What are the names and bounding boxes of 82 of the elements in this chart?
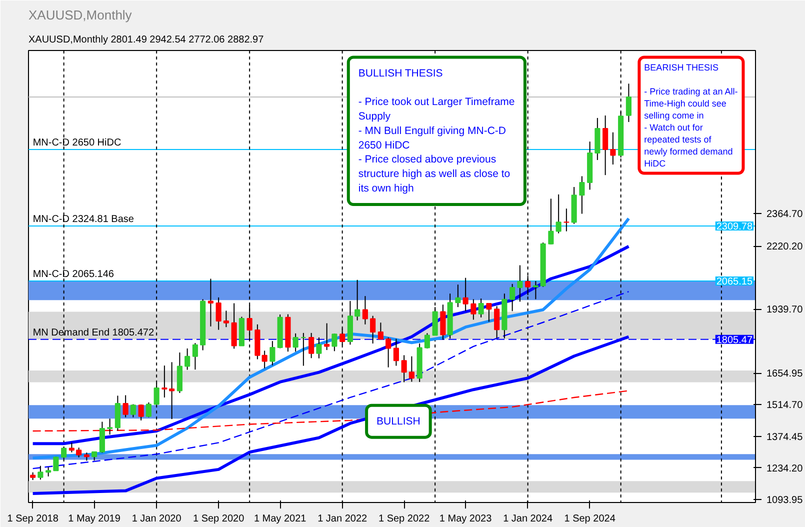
candlestick (162, 365, 168, 398)
annotation: MN-C-D 2065.146 (32, 268, 114, 280)
x-tick-label: 1 Sep 2024 (564, 514, 616, 524)
candlestick (579, 176, 585, 214)
line-series (32, 390, 630, 432)
candlestick (146, 402, 152, 418)
candlestick (564, 208, 570, 232)
candlestick (107, 418, 113, 436)
candlestick (393, 338, 399, 366)
candlestick (300, 332, 306, 366)
candlestick (316, 336, 322, 359)
candlestick (478, 298, 484, 318)
x-tick-label: 1 Sep 2022 (378, 514, 430, 524)
candlestick (53, 456, 59, 472)
text: BULLISH THESIS - Price took out Larger Timeframe Supply - MN Bull Engulf giving MN-C-D 2650 HiDC - Price closed above previous structure high as well as close to its own high (358, 67, 515, 194)
x-tick-label: 1 May 2021 (254, 514, 307, 524)
annotation: MN-C-D 2650 HiDC (32, 137, 122, 148)
candlestick (99, 421, 105, 454)
candlestick (455, 284, 461, 308)
candlestick (370, 315, 376, 344)
y-tick-label: 2364.70 (766, 209, 804, 220)
text: BEARISH THESIS - Price trading at an All- Time-High could see selling come in - Watch out for repeated tests of newly formed demand HiDC (644, 62, 738, 168)
candlestick (510, 283, 516, 312)
candlestick (424, 332, 430, 349)
candlestick (602, 114, 608, 176)
candlestick (292, 332, 298, 352)
x-tick-label: 1 Jan 2022 (318, 514, 368, 524)
line-series (31, 216, 630, 460)
candlestick (216, 296, 222, 330)
ref-line-label: 2065.15 (716, 276, 753, 288)
y-tick-label: 1374.45 (766, 432, 804, 443)
ref-line-label: 2309.78 (716, 221, 753, 232)
x-tick-label: 1 Jan 2020 (132, 514, 182, 524)
candlestick (138, 404, 144, 421)
annotation: MN-C-D 2324.81 Base (32, 214, 134, 225)
candlestick (270, 340, 276, 366)
candlestick (308, 332, 314, 359)
y-tick-label: 1093.95 (766, 494, 804, 506)
candlestick (386, 336, 392, 368)
y-tick-label: 1234.20 (766, 463, 804, 474)
candlestick (610, 132, 616, 166)
candlestick (38, 465, 44, 480)
y-tick-label: 1939.70 (766, 304, 804, 316)
candlestick (122, 394, 128, 418)
y-tick-label: 1654.95 (766, 368, 804, 380)
candlestick (324, 322, 330, 351)
candlestick (192, 342, 198, 370)
candlestick (440, 304, 446, 340)
x-tick-label: 1 May 2019 (68, 514, 121, 524)
candlestick (378, 322, 384, 340)
chart-subtitle: XAUUSD,Monthly 2801.49 2942.54 2772.06 2882.97 (28, 34, 264, 46)
candlestick (231, 302, 237, 350)
chart-title: XAUUSD,Monthly (28, 8, 132, 22)
candlestick (208, 278, 214, 327)
candlestick (408, 356, 414, 382)
x-tick-label: 1 Sep 2020 (192, 514, 245, 524)
candlestick (462, 277, 468, 312)
candlestick (130, 404, 136, 418)
candlestick (548, 198, 554, 245)
candlestick (332, 333, 338, 352)
annotation: BULLISH (376, 415, 420, 428)
x-tick-label: 1 May 2023 (439, 514, 492, 524)
x-tick-label: 1 Sep 2018 (7, 514, 59, 524)
candlestick (223, 310, 229, 328)
y-tick-label: 2220.20 (766, 242, 804, 253)
x-tick-label: 1 Jan 2024 (503, 514, 553, 524)
candlestick (486, 302, 492, 322)
candlestick (556, 194, 562, 234)
ref-line-label: 1805.47 (716, 334, 753, 346)
candlestick (169, 362, 175, 420)
candlestick (46, 466, 52, 477)
candlestick (532, 280, 538, 300)
candlestick (362, 296, 368, 325)
candlestick (494, 306, 500, 339)
candlestick (184, 348, 190, 370)
candlestick (401, 354, 407, 383)
annotation: MN Demand End 1805.472 (32, 327, 154, 338)
y-tick-label: 1514.70 (766, 400, 804, 412)
candlestick (262, 350, 268, 369)
candlestick (517, 264, 523, 302)
candlestick (470, 298, 476, 320)
candlestick (626, 83, 632, 122)
